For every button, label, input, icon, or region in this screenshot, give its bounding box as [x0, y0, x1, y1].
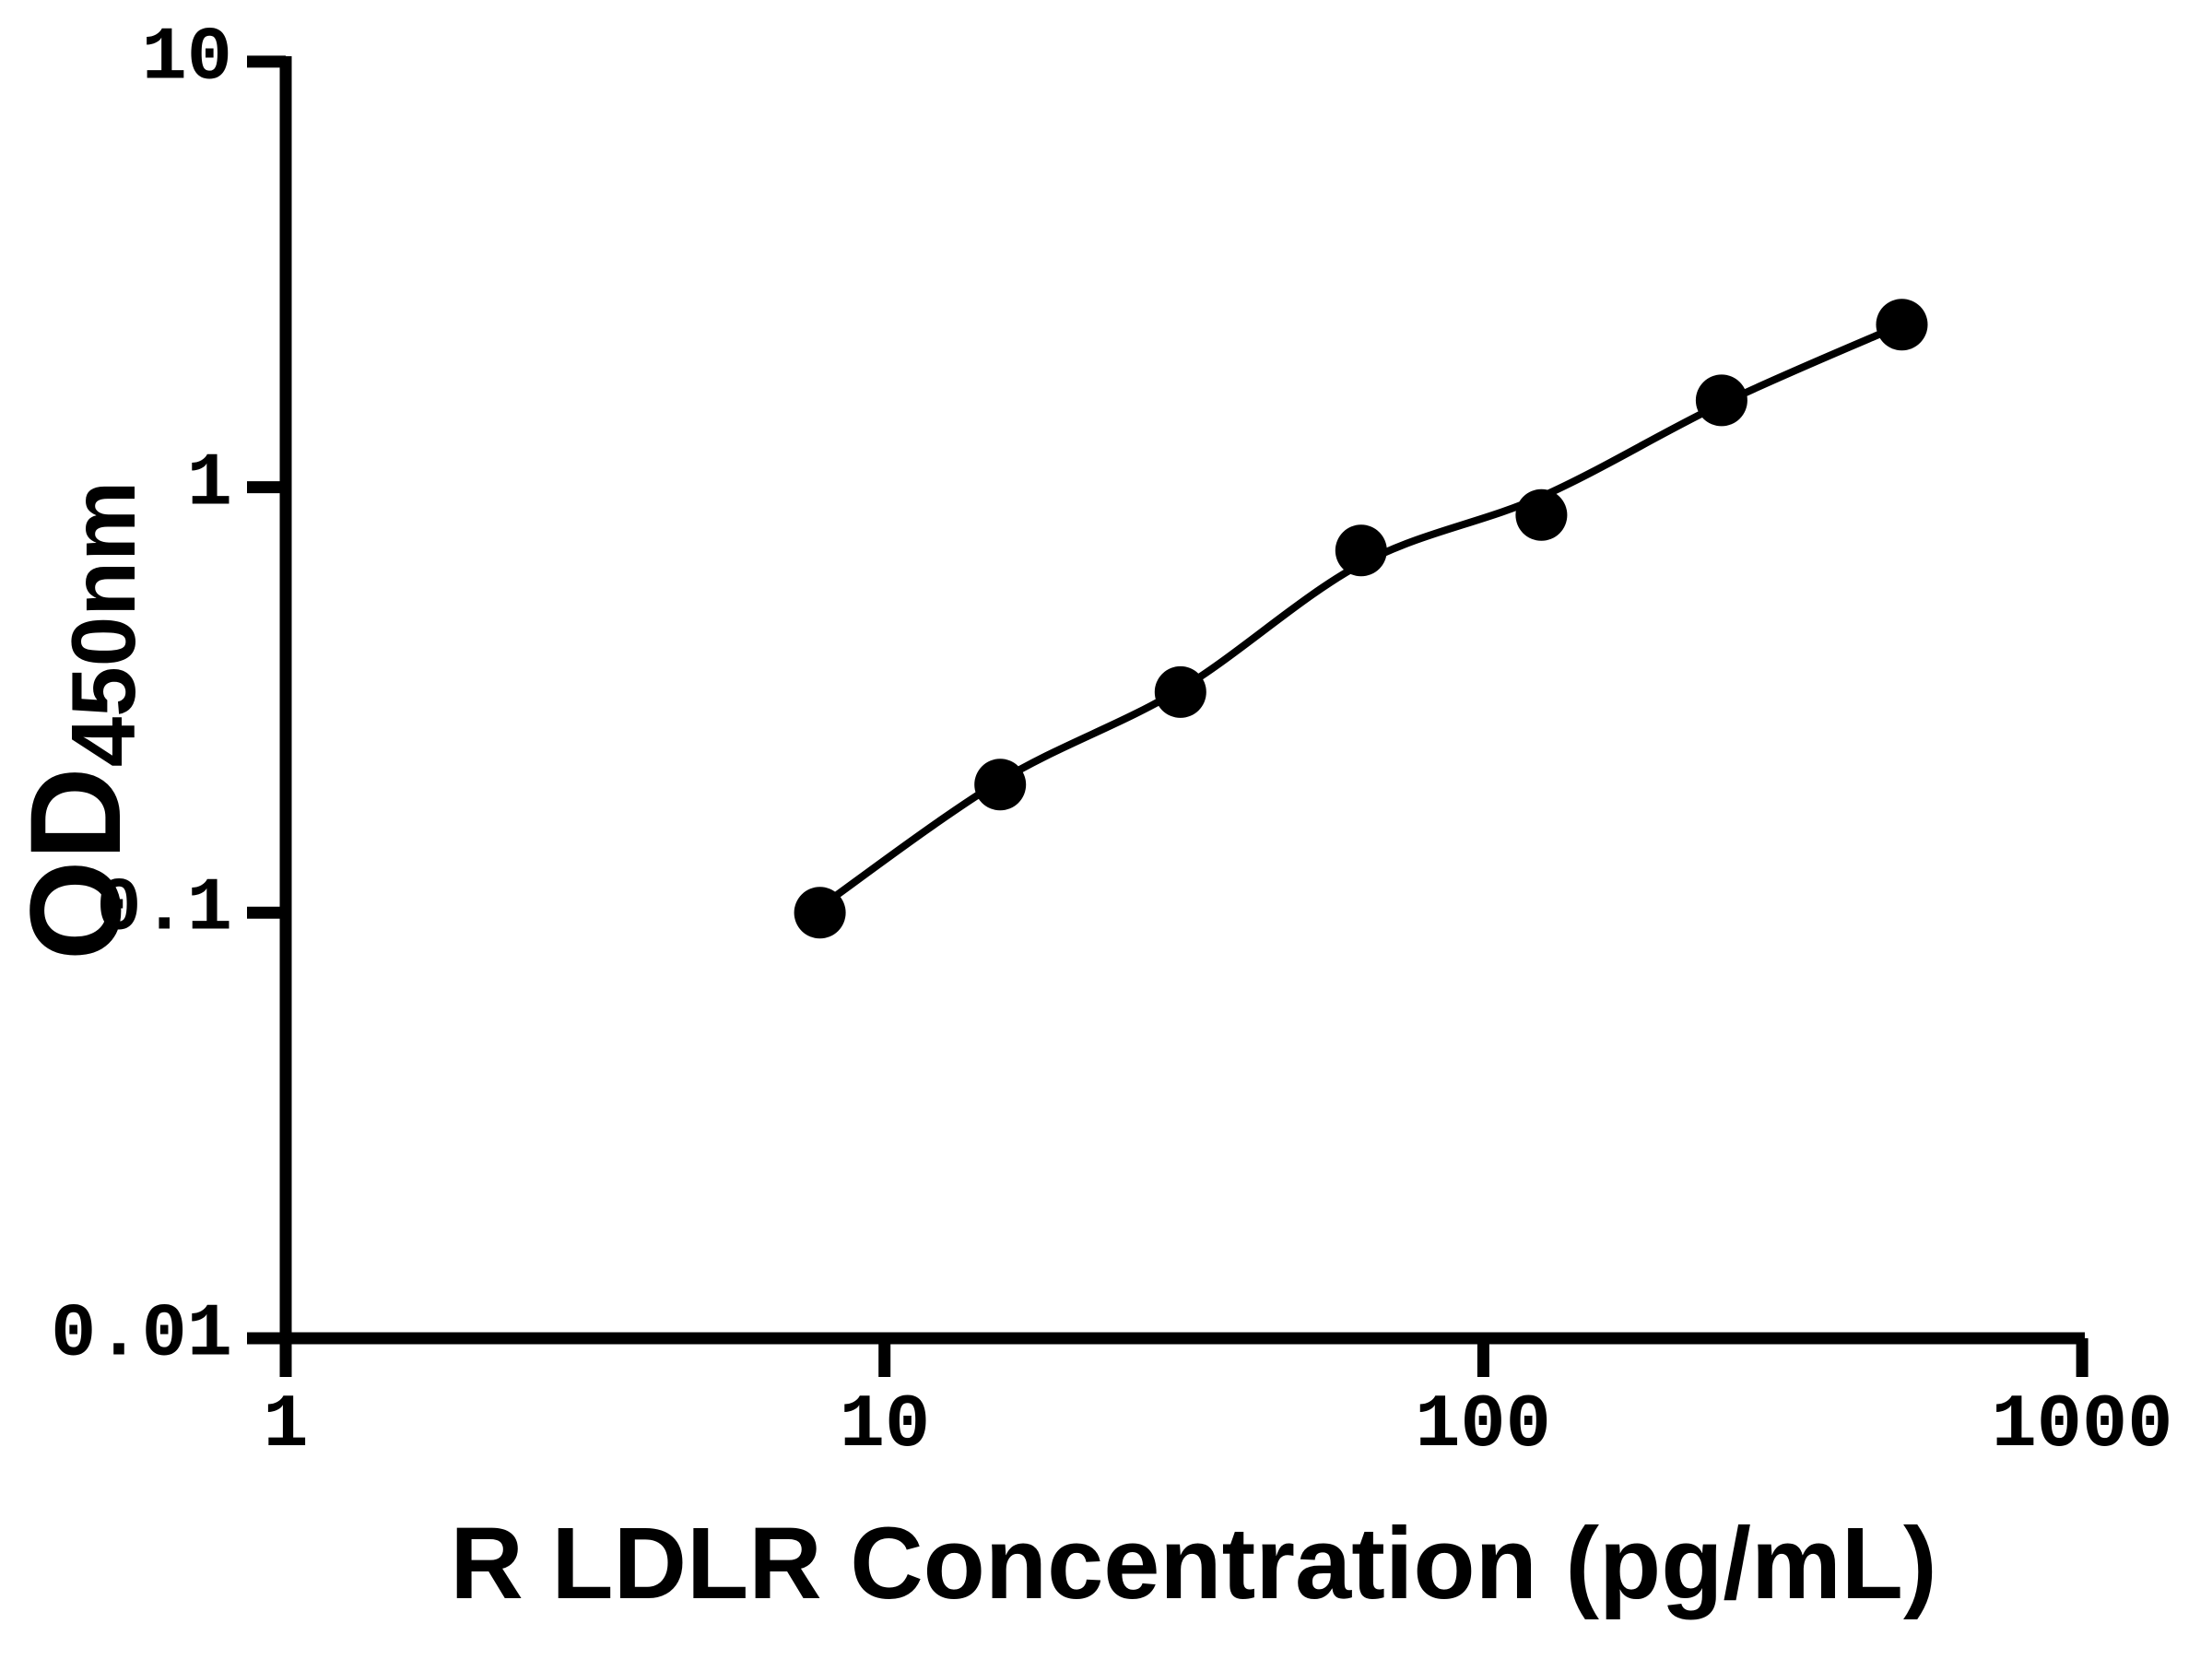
data-point-marker	[974, 759, 1027, 811]
y-tick-label: 10	[141, 15, 232, 101]
data-point-marker	[1335, 524, 1387, 577]
y-axis-title: OD450nm	[3, 481, 154, 961]
y-axis-title-main: OD	[3, 767, 147, 961]
x-axis-title: R LDLR Concentration (pg/mL)	[450, 1507, 1937, 1620]
y-axis-title-subscript: 450nm	[52, 480, 154, 768]
data-point-marker	[794, 887, 846, 939]
data-point-marker	[1876, 299, 1928, 351]
x-tick-label: 100	[1415, 1382, 1551, 1468]
x-tick-label: 1	[263, 1382, 309, 1468]
data-point-marker	[1154, 665, 1206, 718]
y-tick-label: 0.01	[51, 1291, 232, 1378]
data-point-marker	[1695, 374, 1747, 427]
x-tick-label: 1000	[1991, 1382, 2173, 1468]
y-tick-label: 1	[186, 441, 232, 527]
x-tick-label: 10	[839, 1382, 931, 1468]
data-point-marker	[1515, 488, 1568, 541]
y-tick-label: 0.1	[96, 865, 232, 952]
